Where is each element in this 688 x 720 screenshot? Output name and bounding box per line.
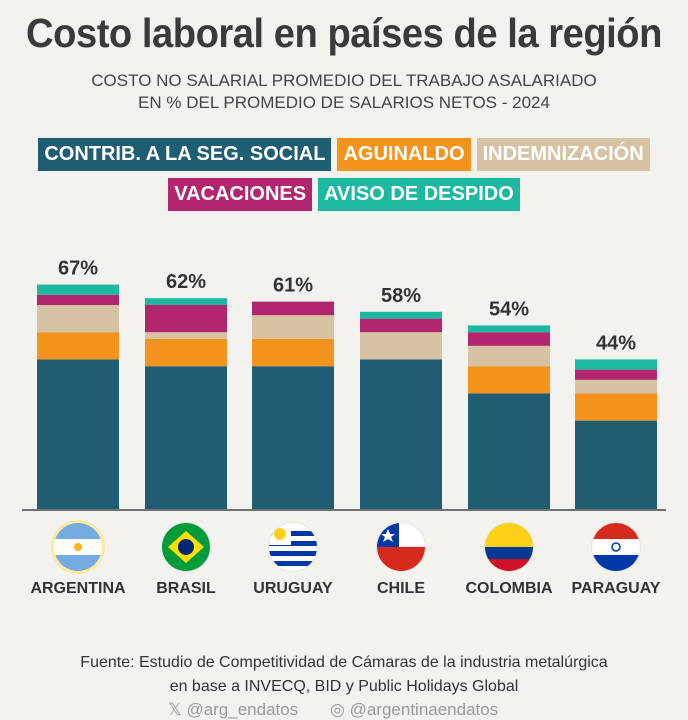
page-title: Costo laboral en países de la región bbox=[26, 10, 662, 56]
source-line-1: Fuente: Estudio de Competitividad de Cám… bbox=[80, 654, 608, 671]
legend-item-vacaciones: VACACIONES bbox=[168, 178, 313, 211]
bar-segment-paraguay bbox=[575, 359, 657, 370]
twitter-handle[interactable]: 𝕏 @arg_endatos bbox=[168, 700, 298, 720]
x-logo-icon: 𝕏 bbox=[168, 700, 182, 719]
country-label-paraguay: PARAGUAY bbox=[571, 580, 661, 597]
bar-segment-uruguay bbox=[252, 315, 334, 339]
total-label-uruguay: 61% bbox=[273, 275, 313, 297]
bar-segment-uruguay bbox=[252, 339, 334, 367]
legend-item-seguridad-social: CONTRIB. A LA SEG. SOCIAL bbox=[38, 138, 332, 171]
bar-segment-chile bbox=[360, 318, 442, 333]
bar-segment-uruguay bbox=[252, 366, 334, 509]
bar-segment-argentina bbox=[37, 294, 119, 305]
legend-item-aviso-despido: AVISO DE DESPIDO bbox=[318, 178, 520, 211]
instagram-logo-icon: ◎ bbox=[330, 700, 345, 719]
legend-row-2: VACACIONES AVISO DE DESPIDO bbox=[0, 178, 688, 211]
source-line-2: en base a INVECQ, BID y Public Holidays … bbox=[169, 678, 519, 695]
bar-segment-colombia bbox=[468, 366, 550, 394]
bar-segment-chile bbox=[360, 332, 442, 360]
instagram-handle[interactable]: ◎ @argentinaendatos bbox=[330, 700, 498, 720]
uruguay-flag-icon bbox=[269, 523, 317, 571]
paraguay-flag-icon bbox=[592, 523, 640, 571]
country-label-chile: CHILE bbox=[377, 580, 425, 597]
twitter-handle-text: @arg_endatos bbox=[186, 700, 299, 719]
legend-item-aguinaldo: AGUINALDO bbox=[337, 138, 471, 171]
stacked-bar-chart: 67% 62% 61% 58% 54% 44% bbox=[22, 258, 666, 511]
total-label-colombia: 54% bbox=[489, 298, 529, 320]
bar-segment-brasil bbox=[145, 339, 227, 367]
country-label-uruguay: URUGUAY bbox=[253, 580, 333, 597]
total-label-argentina: 67% bbox=[58, 258, 98, 280]
bar-segment-brasil bbox=[145, 332, 227, 339]
bar-segment-chile bbox=[360, 359, 442, 509]
bar-segment-paraguay bbox=[575, 420, 657, 509]
colombia-flag-icon bbox=[485, 523, 533, 571]
chile-flag-icon bbox=[377, 523, 425, 571]
instagram-handle-text: @argentinaendatos bbox=[349, 700, 499, 719]
bar-segment-paraguay bbox=[575, 369, 657, 380]
source-note: Fuente: Estudio de Competitividad de Cám… bbox=[0, 651, 688, 699]
country-label-colombia: COLOMBIA bbox=[465, 580, 553, 597]
bar-segment-argentina bbox=[37, 359, 119, 509]
chart-subtitle: COSTO NO SALARIAL PROMEDIO DEL TRABAJO A… bbox=[0, 70, 688, 114]
brasil-flag-icon bbox=[162, 523, 210, 571]
bar-segment-chile bbox=[360, 311, 442, 319]
bar-segment-argentina bbox=[37, 332, 119, 360]
bar-segment-paraguay bbox=[575, 379, 657, 394]
subtitle-line-2: EN % DEL PROMEDIO DE SALARIOS NETOS - 20… bbox=[138, 93, 550, 112]
bar-segment-colombia bbox=[468, 325, 550, 333]
bar-segment-brasil bbox=[145, 305, 227, 333]
total-label-brasil: 62% bbox=[166, 271, 206, 293]
total-label-chile: 58% bbox=[381, 285, 421, 307]
bar-segment-argentina bbox=[37, 305, 119, 333]
bar-segment-argentina bbox=[37, 284, 119, 295]
bar-segment-colombia bbox=[468, 393, 550, 509]
country-label-brasil: BRASIL bbox=[156, 580, 216, 597]
subtitle-line-1: COSTO NO SALARIAL PROMEDIO DEL TRABAJO A… bbox=[91, 71, 597, 90]
bar-segment-colombia bbox=[468, 332, 550, 346]
bar-segment-brasil bbox=[145, 366, 227, 509]
bar-segment-uruguay bbox=[252, 301, 334, 316]
bar-segment-paraguay bbox=[575, 393, 657, 421]
country-label-argentina: ARGENTINA bbox=[30, 580, 126, 597]
argentina-flag-icon bbox=[54, 523, 102, 571]
bar-segment-colombia bbox=[468, 345, 550, 367]
total-label-paraguay: 44% bbox=[596, 332, 636, 354]
legend-row-1: CONTRIB. A LA SEG. SOCIAL AGUINALDO INDE… bbox=[0, 138, 688, 171]
bar-segment-brasil bbox=[145, 298, 227, 305]
legend-item-indemnizacion: INDEMNIZACIÓN bbox=[476, 138, 650, 171]
